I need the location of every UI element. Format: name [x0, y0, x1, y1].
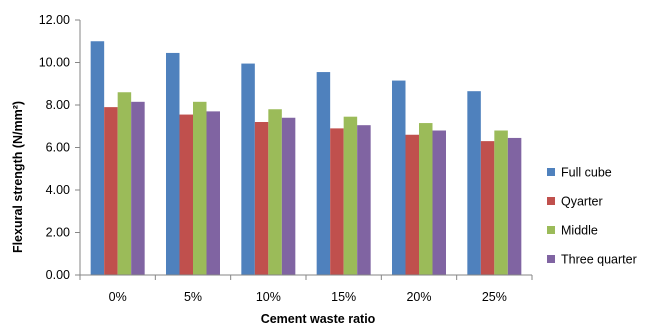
bar	[268, 109, 282, 275]
x-axis-ticks: 0% 5% 10% 15% 20% 25%	[79, 275, 533, 304]
legend-swatch	[547, 197, 555, 205]
bar	[193, 101, 207, 275]
bar	[467, 91, 481, 275]
bar	[507, 137, 522, 275]
y-tick-label: 6.00	[46, 141, 70, 155]
y-tick-label: 2.00	[46, 226, 70, 240]
bar	[480, 141, 495, 275]
x-tick-label: 15%	[331, 290, 356, 304]
y-axis-title: Flexural strength (N/mm²)	[11, 101, 25, 253]
y-tick-label: 4.00	[46, 183, 70, 197]
bar	[131, 101, 145, 275]
y-tick-label: 10.00	[39, 56, 70, 70]
bar	[357, 125, 371, 275]
legend-label: Full cube	[561, 166, 612, 180]
x-tick-label: 5%	[184, 290, 202, 304]
plot-area	[90, 41, 522, 275]
bar	[241, 63, 255, 275]
bar	[494, 130, 508, 275]
bar	[90, 41, 105, 275]
y-axis-ticks: 0.00 2.00 4.00 6.00 8.00 10.00 12.00	[39, 13, 80, 282]
legend-label: Three quarter	[561, 253, 637, 267]
bar	[179, 114, 193, 275]
bar	[405, 134, 419, 275]
bar	[392, 80, 406, 275]
legend-label: Middle	[561, 224, 598, 238]
bar	[166, 52, 180, 275]
x-tick-label: 10%	[256, 290, 281, 304]
bar	[117, 92, 132, 275]
legend-label: Qyarter	[561, 195, 603, 209]
legend-swatch	[547, 255, 555, 263]
x-tick-label: 20%	[406, 290, 431, 304]
bar	[343, 116, 358, 275]
bar	[254, 122, 269, 275]
legend-swatch	[547, 168, 555, 176]
bar	[432, 130, 446, 275]
bar	[206, 111, 220, 275]
y-tick-label: 8.00	[46, 98, 70, 112]
legend: Full cube Qyarter Middle Three quarter	[547, 166, 637, 267]
bar	[419, 123, 433, 275]
x-tick-label: 0%	[109, 290, 127, 304]
x-tick-label: 25%	[482, 290, 507, 304]
y-tick-label: 12.00	[39, 13, 70, 27]
y-tick-label: 0.00	[46, 268, 70, 282]
bar	[330, 128, 344, 275]
x-axis-title: Cement waste ratio	[261, 312, 376, 326]
bar	[316, 72, 331, 275]
bar	[104, 107, 118, 275]
bar	[281, 117, 296, 275]
legend-swatch	[547, 226, 555, 234]
